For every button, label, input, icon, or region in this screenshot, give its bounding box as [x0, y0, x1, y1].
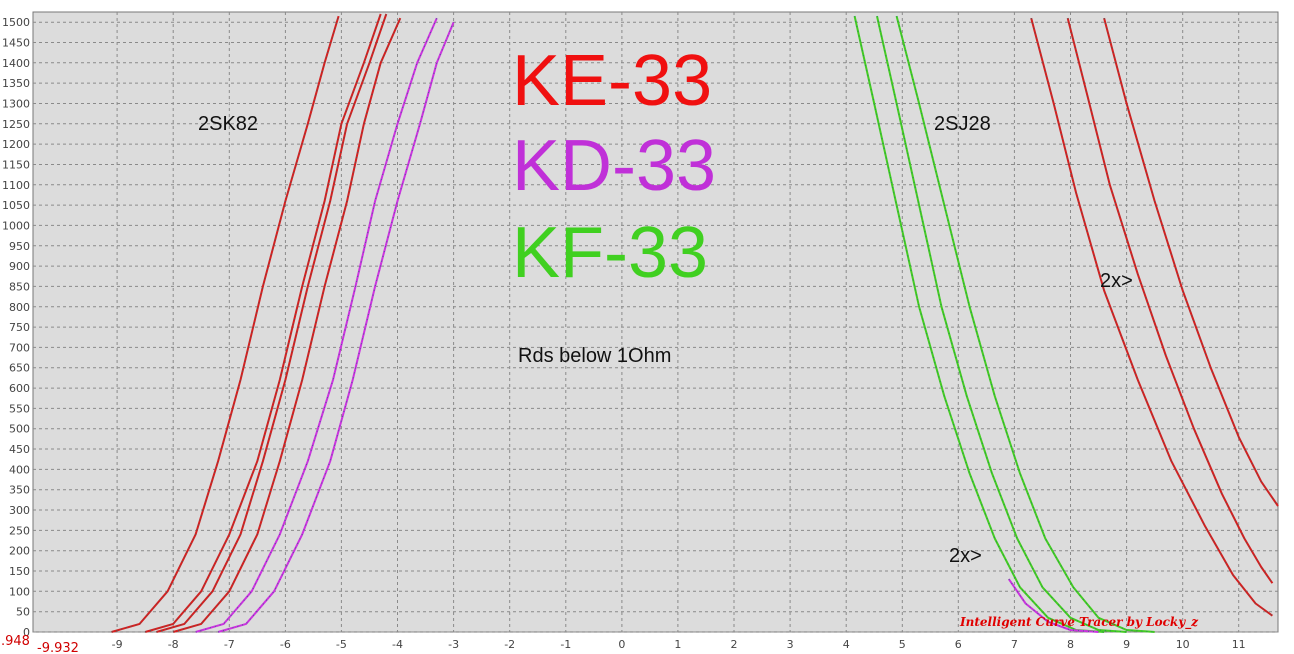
y-tick-label: 1000	[2, 219, 30, 232]
x-origin-label: -9.932	[37, 641, 79, 654]
series-line-8	[876, 15, 1127, 633]
y-tick-label: 650	[9, 362, 30, 375]
y-tick-label: 250	[9, 524, 30, 537]
y-tick-label: 1500	[2, 16, 30, 29]
x-tick-label: 3	[787, 638, 794, 651]
data-series	[111, 13, 1279, 633]
credit-text: Intelligent Curve Tracer by Locky_z	[959, 615, 1199, 630]
series-line-2	[144, 13, 382, 633]
legend-ke33: KE-33	[512, 41, 712, 121]
y-tick-label: 200	[9, 545, 30, 558]
grid-lines	[33, 12, 1278, 633]
x-tick-label: -1	[560, 638, 571, 651]
scale-mark-lower: 2x>	[949, 545, 982, 567]
y-tick-label: 450	[9, 443, 30, 456]
series-line-4	[172, 17, 402, 633]
y-tick-label: 400	[9, 463, 30, 476]
scale-mark-upper: 2x>	[1100, 270, 1133, 292]
y-tick-label: 800	[9, 301, 30, 314]
x-tick-label: -3	[448, 638, 459, 651]
series-line-10	[1007, 578, 1099, 633]
x-tick-label: 10	[1176, 638, 1190, 651]
y-tick-label: 1400	[2, 57, 30, 70]
y-tick-label: 0	[23, 626, 30, 639]
series-line-5	[195, 17, 438, 633]
y-origin-label: .948	[1, 634, 30, 649]
y-tick-label: 1050	[2, 199, 30, 212]
series-dots-13	[1103, 17, 1279, 507]
y-tick-label: 50	[16, 606, 30, 619]
device-label-2sk82: 2SK82	[198, 113, 258, 135]
y-tick-label: 1450	[2, 37, 30, 50]
series-line-6	[217, 21, 455, 633]
legend-kf33: KF-33	[512, 213, 708, 293]
x-tick-label: 7	[1011, 638, 1018, 651]
series-line-11	[1030, 17, 1273, 617]
x-tick-label: 8	[1067, 638, 1074, 651]
y-tick-label: 1100	[2, 179, 30, 192]
y-tick-label: 750	[9, 321, 30, 334]
x-tick-label: -8	[168, 638, 179, 651]
x-tick-label: -4	[392, 638, 403, 651]
axis-ticks: -9 -8 -7 -6 -5 -4 -3 -2 -1 0 1 2 3 4 5 6 7 8 9 10 11 0 50 100 15…	[2, 16, 1246, 651]
x-tick-label: 5	[899, 638, 906, 651]
x-tick-label: 11	[1232, 638, 1246, 651]
x-tick-label: -7	[224, 638, 235, 651]
x-tick-label: -9	[112, 638, 123, 651]
x-tick-label: 9	[1123, 638, 1130, 651]
y-tick-label: 150	[9, 565, 30, 578]
y-tick-label: 300	[9, 504, 30, 517]
y-tick-label: 500	[9, 423, 30, 436]
y-tick-label: 1300	[2, 98, 30, 111]
x-tick-label: -2	[504, 638, 515, 651]
series-line-3	[156, 13, 388, 633]
x-tick-label: 4	[843, 638, 850, 651]
x-tick-label: 1	[674, 638, 681, 651]
y-tick-label: 550	[9, 402, 30, 415]
x-tick-label: 0	[618, 638, 625, 651]
rds-note: Rds below 1Ohm	[518, 345, 671, 367]
x-tick-label: 2	[731, 638, 738, 651]
series-dots-9	[896, 15, 1155, 633]
series-line-7	[853, 15, 1105, 633]
y-tick-label: 900	[9, 260, 30, 273]
y-tick-label: 100	[9, 585, 30, 598]
legend-kd33: KD-33	[512, 126, 716, 206]
y-tick-label: 950	[9, 240, 30, 253]
y-tick-label: 350	[9, 484, 30, 497]
y-tick-label: 700	[9, 341, 30, 354]
y-tick-label: 850	[9, 280, 30, 293]
y-tick-label: 600	[9, 382, 30, 395]
x-tick-label: -6	[280, 638, 291, 651]
device-label-2sj28: 2SJ28	[934, 113, 991, 135]
y-tick-label: 1350	[2, 77, 30, 90]
y-tick-label: 1250	[2, 118, 30, 131]
x-tick-label: -5	[336, 638, 347, 651]
y-tick-label: 1200	[2, 138, 30, 151]
x-tick-label: 6	[955, 638, 962, 651]
series-line-1	[111, 15, 340, 633]
series-dots-12	[1067, 17, 1273, 584]
y-tick-label: 1150	[2, 159, 30, 172]
